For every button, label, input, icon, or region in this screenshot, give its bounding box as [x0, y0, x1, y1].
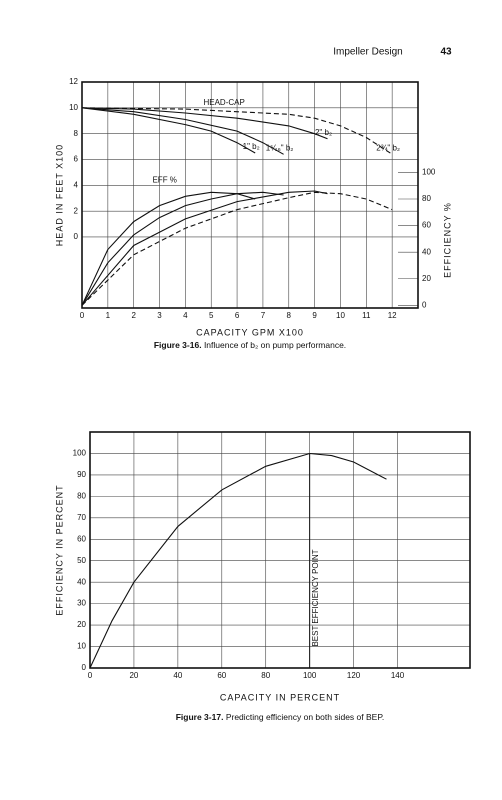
curve [81, 107, 256, 154]
x-tick-label: 0 [80, 311, 85, 320]
curve [81, 190, 328, 306]
curve-label: 1" b₂ [243, 142, 260, 151]
x-tick-label: 100 [303, 671, 317, 680]
y-tick-label: 0 [82, 663, 87, 672]
y-axis-label: HEAD IN FEET X100 [54, 144, 64, 246]
x-tick-label: 20 [129, 671, 138, 680]
y2-tick-label: 40 [422, 247, 431, 256]
x-axis-label: CAPACITY IN PERCENT [220, 692, 340, 702]
curve [81, 107, 393, 155]
curve-label: 1⁵⁄₁₆" b₂ [266, 143, 294, 152]
y-tick-label: 4 [74, 180, 79, 189]
y-tick-label: 0 [74, 232, 79, 241]
y-tick-label: 20 [77, 620, 86, 629]
y2-tick-label: 60 [422, 221, 431, 230]
x-tick-label: 5 [209, 311, 214, 320]
y-tick-label: 80 [77, 491, 86, 500]
y-tick-label: 70 [77, 513, 86, 522]
annotation: BEST EFFICIENCY POINT [311, 549, 320, 646]
y2-tick-label: 80 [422, 194, 431, 203]
x-tick-label: 8 [287, 311, 292, 320]
x-tick-label: 1 [106, 311, 111, 320]
y2-axis-label: EFFICIENCY % [442, 202, 452, 278]
annotation: HEAD-CAP [203, 98, 244, 107]
y-tick-label: 60 [77, 534, 86, 543]
curve [81, 107, 328, 140]
x-tick-label: 60 [217, 671, 226, 680]
x-tick-label: 2 [131, 311, 136, 320]
x-tick-label: 9 [312, 311, 317, 320]
curve [81, 191, 393, 306]
annotation: EFF % [152, 175, 176, 184]
y-tick-label: 2 [74, 206, 79, 215]
caption: Figure 3-16. Influence of b₂ on pump per… [154, 340, 346, 350]
x-tick-label: 3 [157, 311, 162, 320]
y-tick-label: 50 [77, 556, 86, 565]
curve [81, 191, 284, 306]
curve-label: 2" b₂ [315, 128, 332, 137]
x-tick-label: 80 [261, 671, 270, 680]
x-tick-label: 12 [388, 311, 397, 320]
caption-part: Predicting efficiency on both sides of B… [226, 712, 384, 722]
x-tick-label: 140 [391, 671, 405, 680]
y-tick-label: 12 [69, 77, 78, 86]
curve [81, 191, 256, 306]
x-tick-label: 10 [336, 311, 345, 320]
x-tick-label: 11 [362, 311, 371, 320]
x-tick-label: 4 [183, 311, 188, 320]
x-tick-label: 0 [88, 671, 93, 680]
caption-part: Figure 3-17. [176, 712, 224, 722]
curve [89, 452, 387, 669]
x-tick-label: 120 [347, 671, 361, 680]
x-axis-label: CAPACITY GPM X100 [196, 327, 304, 337]
x-tick-label: 6 [235, 311, 240, 320]
y-tick-label: 30 [77, 599, 86, 608]
x-tick-label: 40 [173, 671, 182, 680]
page-number: 43 [440, 47, 452, 58]
y2-tick-label: 0 [422, 300, 427, 309]
running-title: Impeller Design [333, 47, 402, 58]
caption: Figure 3-17. Predicting efficiency on bo… [176, 712, 385, 722]
y-axis-label: EFFICIENCY IN PERCENT [54, 484, 64, 615]
y-tick-label: 6 [74, 155, 79, 164]
x-tick-label: 7 [261, 311, 266, 320]
caption-part: Figure 3-16. [154, 340, 202, 350]
y-tick-label: 10 [77, 642, 86, 651]
y-tick-label: 8 [74, 129, 79, 138]
curve-label: 2¾" b₂ [376, 143, 400, 152]
y2-tick-label: 100 [422, 168, 436, 177]
y-tick-label: 90 [77, 470, 86, 479]
y-tick-label: 100 [73, 449, 87, 458]
plot-frame [89, 431, 471, 669]
curve [81, 107, 284, 155]
plot-frame [81, 81, 419, 309]
caption-part: Influence of b₂ on pump performance. [204, 340, 346, 350]
y2-tick-label: 20 [422, 274, 431, 283]
y-tick-label: 10 [69, 103, 78, 112]
y-tick-label: 40 [77, 577, 86, 586]
